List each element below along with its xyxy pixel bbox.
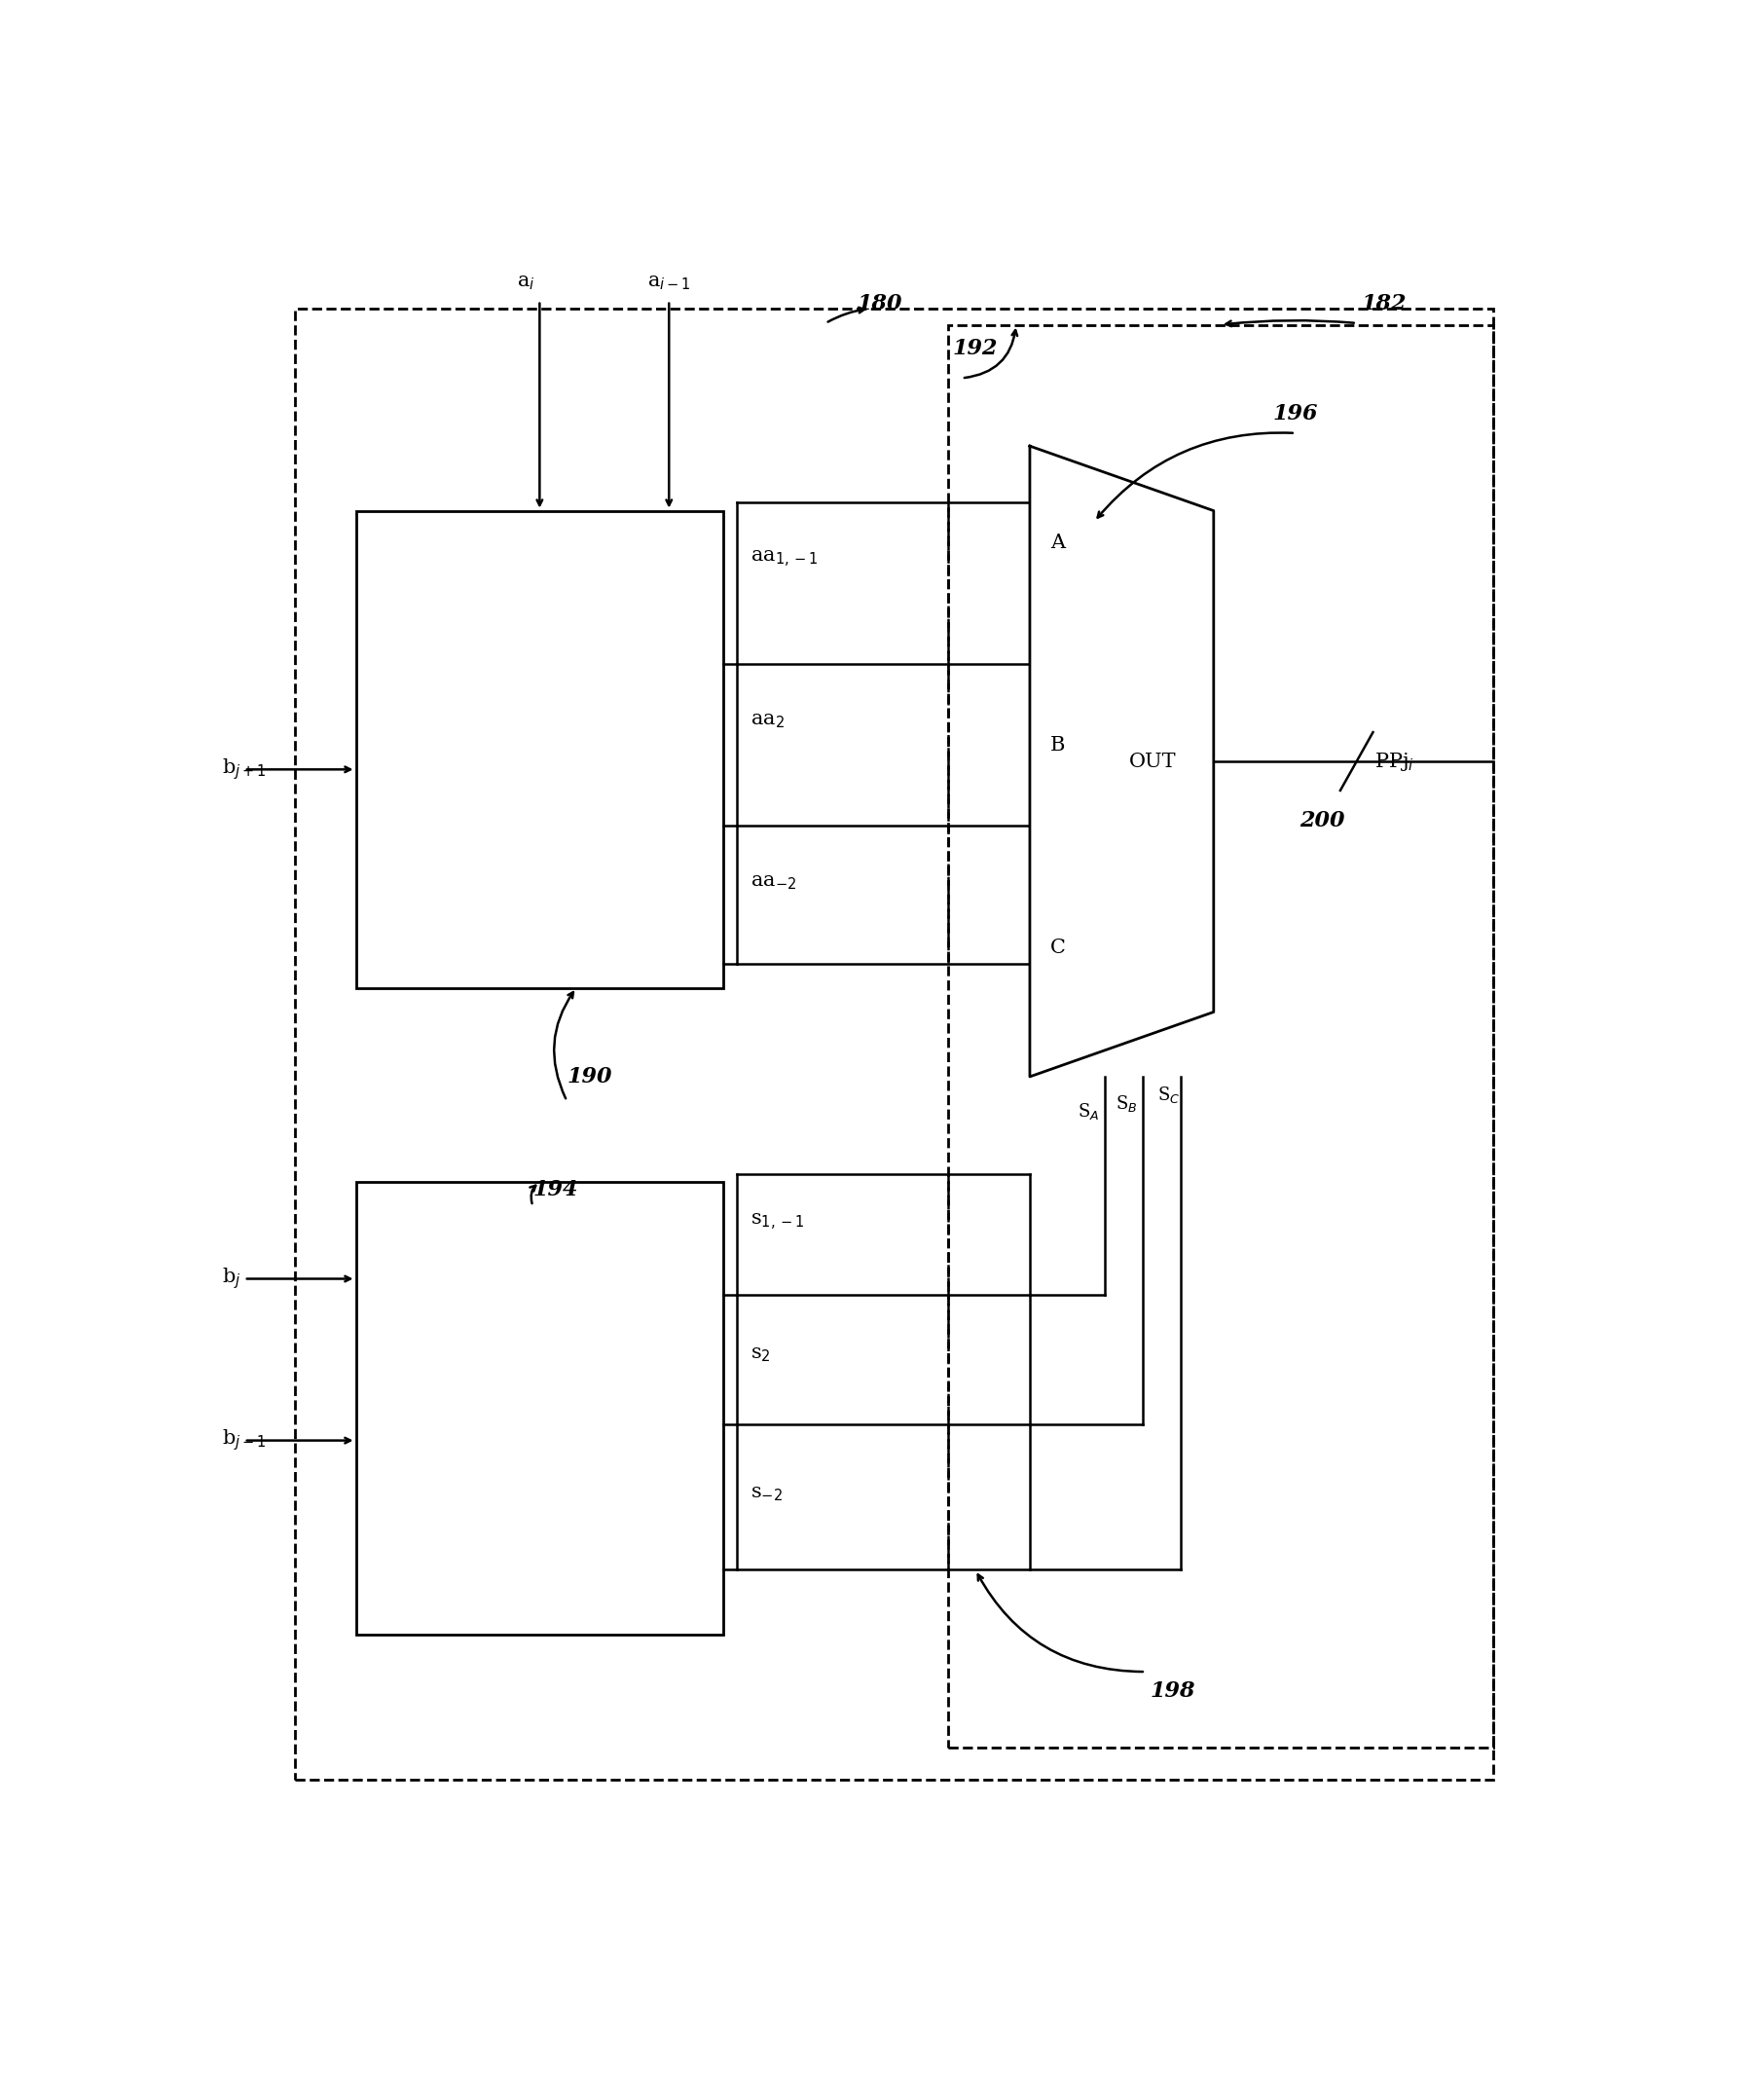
Text: s$_2$: s$_2$ [750,1346,771,1365]
Text: S$_C$: S$_C$ [1158,1086,1181,1105]
Bar [357,1182,724,1634]
Bar [295,309,1493,1781]
Text: s$_{1,-1}$: s$_{1,-1}$ [750,1212,805,1233]
Text: 196: 196 [1272,403,1318,424]
Text: C: C [1051,939,1066,958]
Text: aa$_{-2}$: aa$_{-2}$ [750,874,796,892]
Text: 194: 194 [532,1180,578,1201]
Text: b$_j$: b$_j$ [223,1266,241,1292]
Polygon shape [1030,445,1214,1077]
Bar [357,510,724,987]
Text: 182: 182 [1362,294,1407,315]
Text: b$_{j-1}$: b$_{j-1}$ [223,1428,267,1453]
Bar [949,325,1493,1747]
Text: s$_{-2}$: s$_{-2}$ [750,1485,784,1504]
Text: A: A [1051,533,1065,552]
Text: a$_{i-1}$: a$_{i-1}$ [647,273,691,292]
Text: b$_{j+1}$: b$_{j+1}$ [223,756,267,781]
Text: 200: 200 [1300,811,1346,832]
Text: aa$_2$: aa$_2$ [750,712,785,731]
Text: OUT: OUT [1128,752,1175,771]
Text: 180: 180 [857,294,903,315]
Text: PPj$_i$: PPj$_i$ [1374,750,1414,773]
Text: 198: 198 [1151,1680,1195,1701]
Text: B: B [1051,735,1065,754]
Text: a$_i$: a$_i$ [517,273,536,292]
Text: S$_A$: S$_A$ [1077,1100,1100,1121]
Text: aa$_{1,-1}$: aa$_{1,-1}$ [750,548,819,569]
Text: 190: 190 [568,1067,611,1088]
Text: 192: 192 [952,338,998,359]
Text: S$_B$: S$_B$ [1116,1092,1137,1113]
